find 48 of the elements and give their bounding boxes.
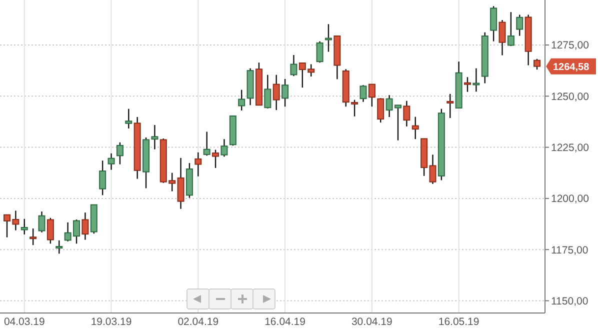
candlestick — [203, 131, 210, 156]
x-tick-label: 19.03.19 — [90, 316, 132, 328]
candlestick — [56, 240, 63, 254]
x-tick-label: 30.04.19 — [351, 316, 393, 328]
candlestick — [99, 160, 106, 196]
candlestick — [46, 217, 54, 244]
candlestick — [403, 100, 410, 128]
candlestick — [38, 210, 46, 233]
candlestick — [125, 108, 132, 130]
y-tick-label: 1250,00 — [551, 90, 590, 103]
candlestick — [290, 54, 298, 77]
candlestick — [194, 152, 202, 177]
candlestick — [324, 24, 332, 52]
candlestick — [212, 149, 220, 169]
x-tick-label: 16.04.19 — [264, 316, 306, 328]
candlestick — [264, 74, 272, 110]
y-tick-label: 1150,00 — [551, 295, 588, 308]
candlestick — [534, 58, 540, 70]
candlestick — [108, 152, 115, 170]
candlestick — [177, 157, 184, 210]
y-tick-label: 1175,00 — [551, 244, 588, 256]
candlestick — [20, 218, 28, 236]
x-tick-label: 16.05.19 — [438, 316, 480, 328]
y-tick-label: 1225,00 — [551, 142, 590, 154]
candlestick — [377, 98, 384, 124]
candlestick — [490, 6, 498, 42]
candlestick — [282, 78, 289, 108]
candlestick — [316, 40, 324, 64]
x-tick-label: 02.04.19 — [178, 316, 219, 328]
candlestick — [220, 138, 228, 158]
y-tick-label: 1200,00 — [551, 193, 590, 206]
candlestick — [360, 84, 367, 102]
candlestick — [446, 93, 454, 119]
text: 1264,58 — [553, 62, 590, 73]
candlestick — [516, 14, 524, 36]
candlestick — [238, 89, 246, 112]
candlestick — [272, 74, 280, 111]
candlestick — [368, 84, 376, 108]
candlestick — [498, 19, 506, 56]
candlestick — [507, 11, 514, 47]
candlestick — [464, 76, 471, 92]
candlestick — [412, 116, 419, 140]
candlestick — [472, 68, 480, 92]
y-tick-label: 1275,00 — [551, 40, 590, 52]
candlestick — [30, 228, 37, 246]
candlestick — [82, 212, 89, 240]
candlestick — [116, 142, 124, 165]
x-tick-label: 04.03.19 — [4, 316, 45, 328]
